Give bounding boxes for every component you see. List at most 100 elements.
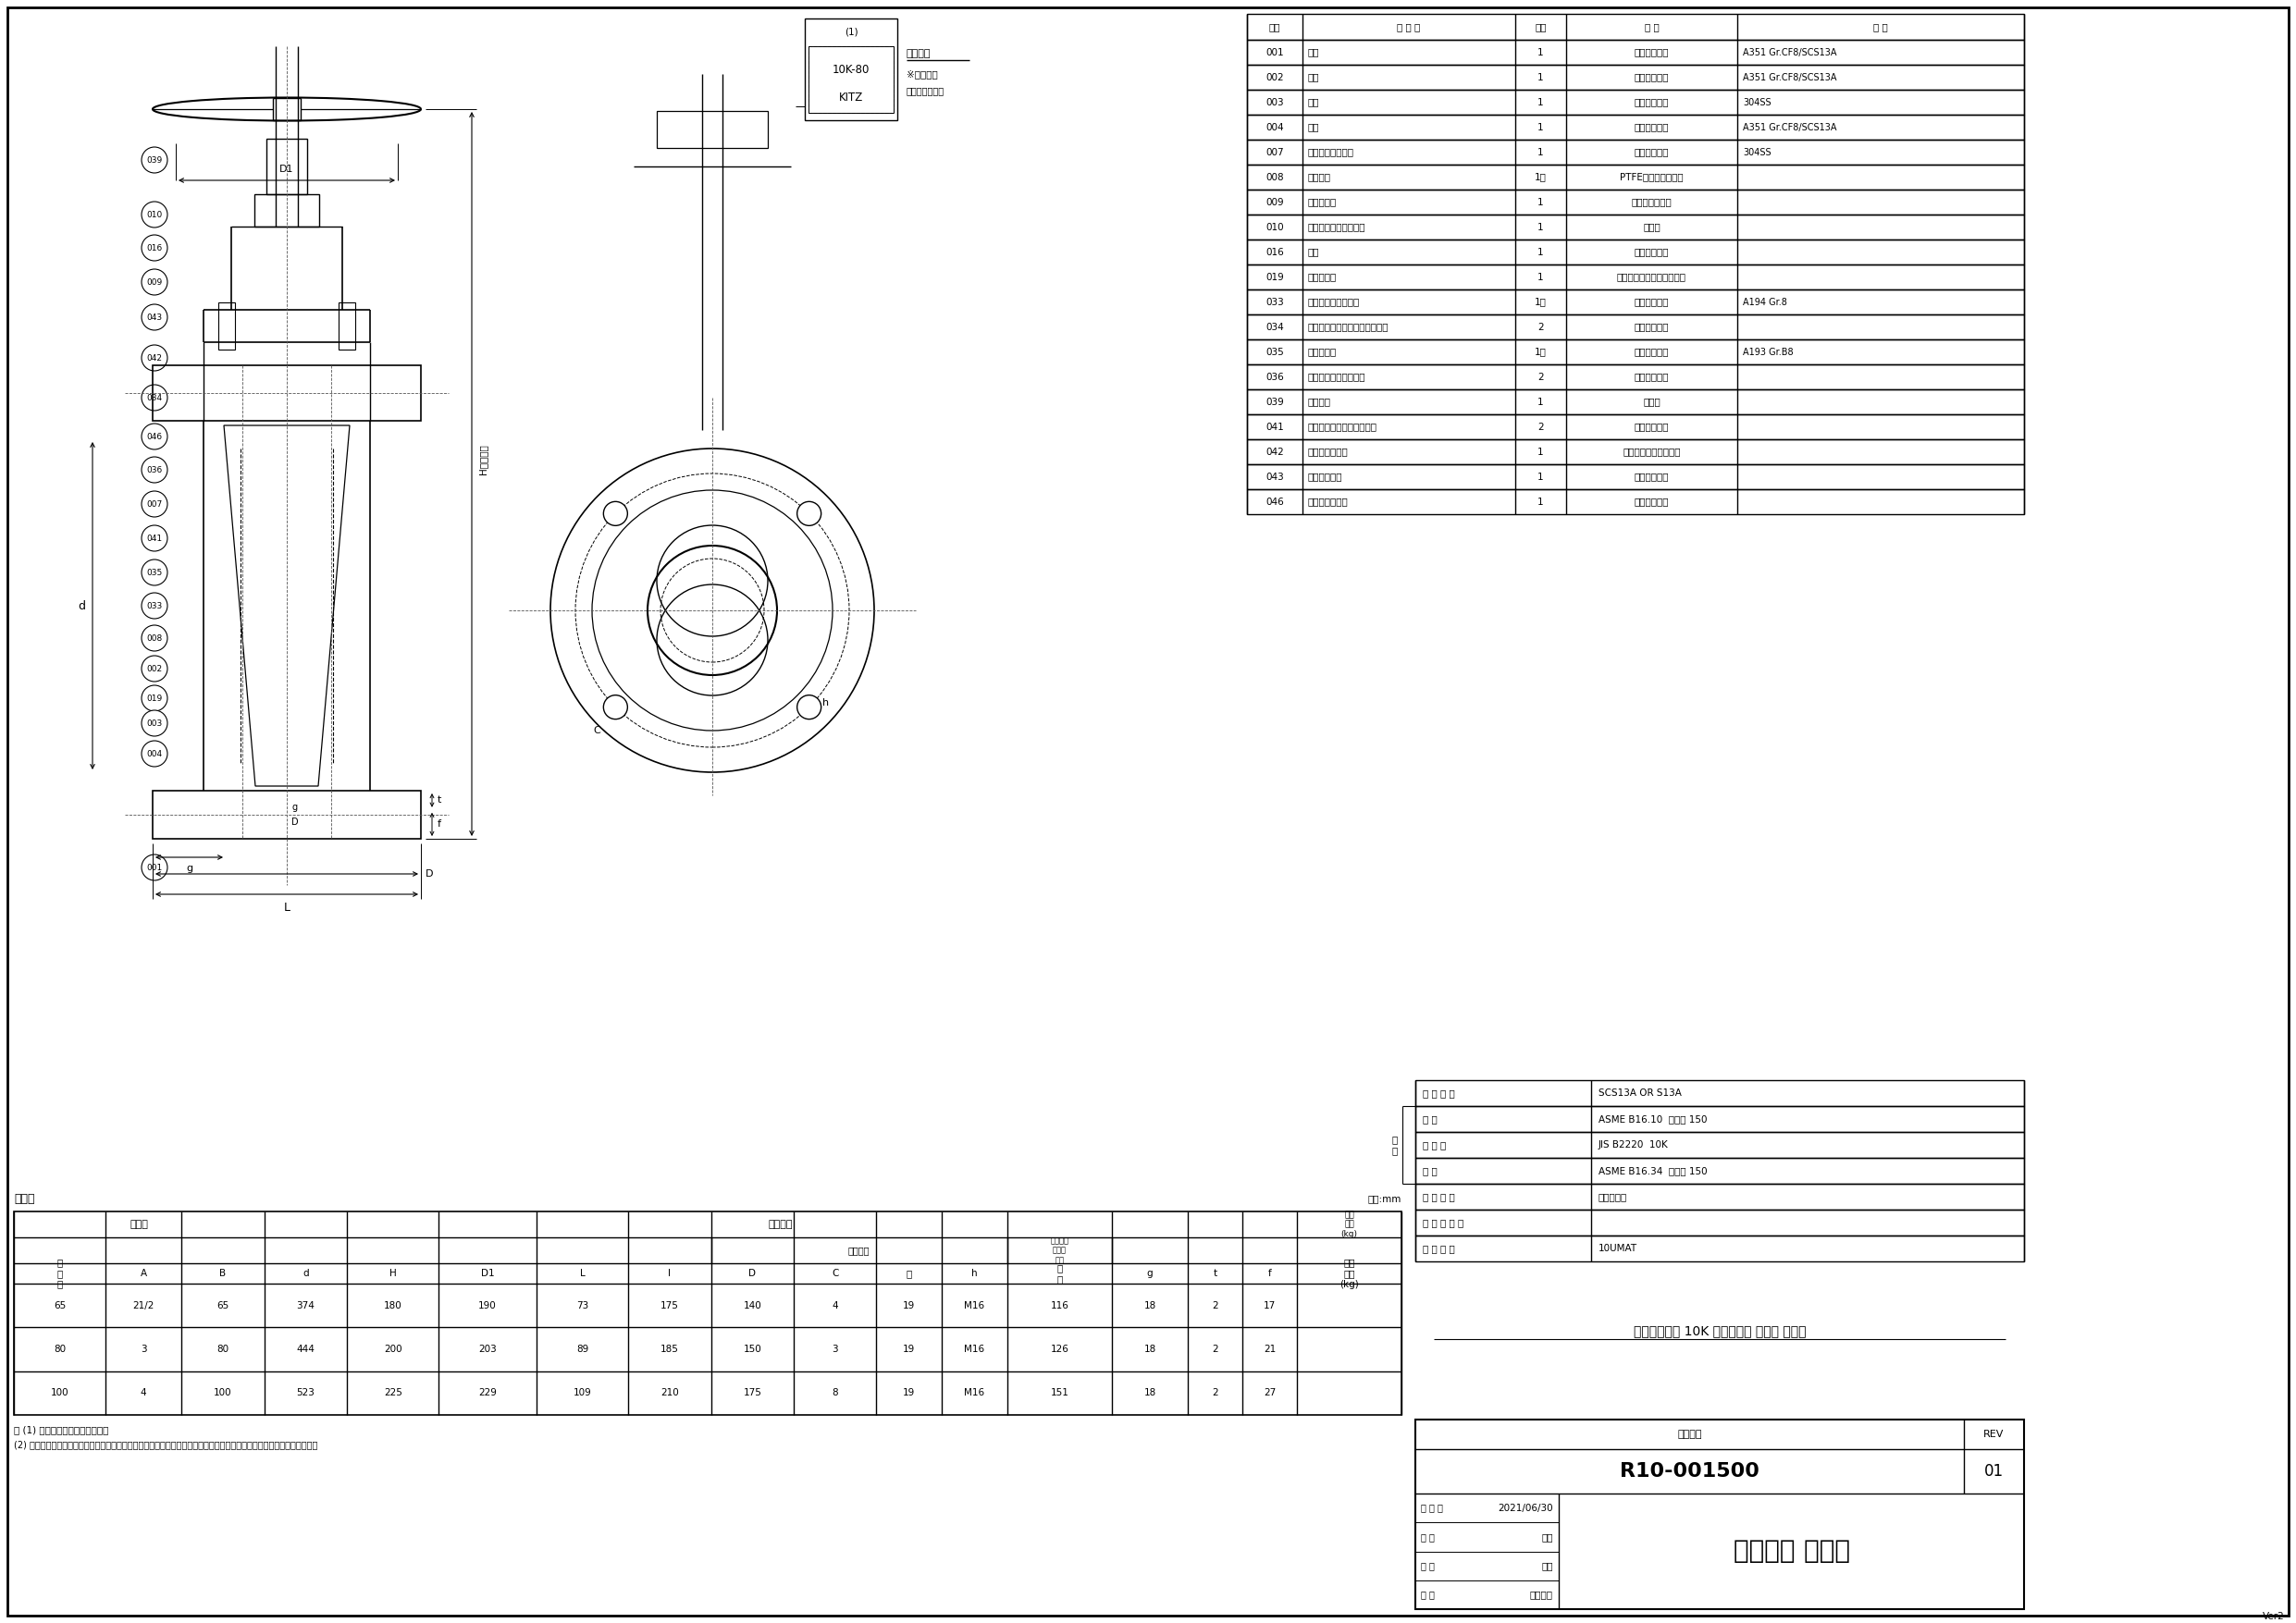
Text: 本体表示: 本体表示 <box>907 49 932 58</box>
Text: (2) 寸法表の値に影響しない形状変化、およびバルブ配管時に影響しないリブや座は、本図に表示しない場合があります。: (2) 寸法表の値に影響しない形状変化、およびバルブ配管時に影響しないリブや座は… <box>14 1440 317 1449</box>
Text: パッキン押さえボルトピン: パッキン押さえボルトピン <box>1309 422 1378 432</box>
Bar <box>1414 1105 2025 1131</box>
Text: 033: 033 <box>147 602 163 610</box>
Text: 18: 18 <box>1143 1388 1155 1397</box>
Text: 004: 004 <box>1265 122 1283 131</box>
Bar <box>1414 1420 2025 1608</box>
Text: t: t <box>1212 1269 1217 1277</box>
Text: 304SS: 304SS <box>1743 148 1770 157</box>
Bar <box>1414 1209 2025 1235</box>
Text: 016: 016 <box>1265 247 1283 256</box>
Text: 呼
び
径: 呼 び 径 <box>57 1258 62 1289</box>
Text: 概算
質量
(kg): 概算 質量 (kg) <box>1341 1211 1357 1238</box>
Bar <box>14 1211 1401 1415</box>
Text: 002: 002 <box>147 664 163 674</box>
Text: ハンドル座金: ハンドル座金 <box>1309 472 1343 482</box>
Text: 1組: 1組 <box>1534 172 1548 182</box>
Text: ステンレス鉰: ステンレス鉰 <box>1635 122 1669 131</box>
Text: 製 品 コ ー ド: 製 品 コ ー ド <box>1424 1217 1463 1227</box>
Text: 単位:mm: 単位:mm <box>1368 1195 1401 1203</box>
Text: 80: 80 <box>53 1344 67 1354</box>
Text: 046: 046 <box>147 432 163 441</box>
Text: 炭素鉰: 炭素鉰 <box>1644 398 1660 406</box>
Text: f: f <box>439 820 441 829</box>
Text: ハンドル押さえナット: ハンドル押さえナット <box>1309 222 1366 232</box>
Bar <box>1247 489 2025 514</box>
Bar <box>152 365 420 420</box>
Text: g: g <box>292 803 296 812</box>
Text: 89: 89 <box>576 1344 588 1354</box>
Text: l: l <box>668 1269 670 1277</box>
Circle shape <box>142 560 168 586</box>
Text: 190: 190 <box>478 1302 496 1310</box>
Text: 規
格: 規 格 <box>1391 1134 1398 1156</box>
Text: A: A <box>140 1269 147 1277</box>
Text: ステンレス鉰: ステンレス鉰 <box>1635 148 1669 157</box>
Text: D1: D1 <box>280 164 294 174</box>
Text: 043: 043 <box>1265 472 1283 482</box>
Text: 18: 18 <box>1143 1344 1155 1354</box>
Text: 003: 003 <box>1265 97 1283 107</box>
Text: 21: 21 <box>1263 1344 1277 1354</box>
Text: ふたボルト: ふたボルト <box>1309 347 1336 357</box>
Text: 19: 19 <box>902 1388 916 1397</box>
Text: ステイン: ステイン <box>1529 1591 1552 1599</box>
Text: Ver2: Ver2 <box>2264 1612 2285 1621</box>
Text: 2: 2 <box>1212 1344 1219 1354</box>
Text: 036: 036 <box>147 466 163 474</box>
Text: 001: 001 <box>147 863 163 872</box>
Text: 042: 042 <box>147 354 163 362</box>
Text: 1: 1 <box>1538 97 1543 107</box>
Text: 図　　番: 図 番 <box>1678 1430 1701 1440</box>
Text: 010: 010 <box>147 211 163 219</box>
Text: KITZ: KITZ <box>838 91 863 104</box>
Text: ※材料表示: ※材料表示 <box>907 70 937 78</box>
Text: 126: 126 <box>1049 1344 1068 1354</box>
Text: 1組: 1組 <box>1534 297 1548 307</box>
Bar <box>266 138 308 195</box>
Text: 3: 3 <box>140 1344 147 1354</box>
Text: ダクタイルニレジスト: ダクタイルニレジスト <box>1623 446 1681 456</box>
Text: A351 Gr.CF8/SCS13A: A351 Gr.CF8/SCS13A <box>1743 73 1837 81</box>
Text: A194 Gr.8: A194 Gr.8 <box>1743 297 1786 307</box>
Text: A351 Gr.CF8/SCS13A: A351 Gr.CF8/SCS13A <box>1743 122 1837 131</box>
Text: g: g <box>186 863 193 873</box>
Text: 部 品 名: 部 品 名 <box>1398 23 1421 31</box>
Text: H（全長）: H（全長） <box>478 443 487 474</box>
Text: ステンレス鉰: ステンレス鉰 <box>1635 47 1669 57</box>
Bar <box>1247 65 2025 89</box>
Text: 4: 4 <box>140 1388 147 1397</box>
Text: 036: 036 <box>1265 372 1283 381</box>
Text: (1): (1) <box>845 28 859 36</box>
Text: 1: 1 <box>1538 222 1543 232</box>
Bar <box>1414 1081 2025 1105</box>
Text: 004: 004 <box>147 750 163 758</box>
Text: 185: 185 <box>661 1344 680 1354</box>
Circle shape <box>142 685 168 711</box>
Text: 1: 1 <box>1538 148 1543 157</box>
Text: 中村: 中村 <box>1541 1561 1552 1571</box>
Text: 1: 1 <box>1538 198 1543 206</box>
Text: 4: 4 <box>831 1302 838 1310</box>
Text: 180: 180 <box>383 1302 402 1310</box>
Text: ダクタイル鉄鉄: ダクタイル鉄鉄 <box>1632 198 1671 206</box>
Text: 039: 039 <box>1265 398 1283 406</box>
Text: 検 図: 検 図 <box>1421 1561 1435 1571</box>
Text: 003: 003 <box>147 719 163 727</box>
Text: 彁算: 彁算 <box>1309 47 1320 57</box>
Text: 150: 150 <box>744 1344 762 1354</box>
Text: 210: 210 <box>661 1388 680 1397</box>
Circle shape <box>142 492 168 518</box>
Bar <box>1247 140 2025 164</box>
Text: A351 Gr.CF8/SCS13A: A351 Gr.CF8/SCS13A <box>1743 47 1837 57</box>
Text: 100: 100 <box>214 1388 232 1397</box>
Text: ステンレス鉰: ステンレス鉰 <box>1635 422 1669 432</box>
Text: M16: M16 <box>964 1344 985 1354</box>
Text: フランジ: フランジ <box>769 1220 792 1229</box>
Text: 1: 1 <box>1538 247 1543 256</box>
Circle shape <box>797 695 822 719</box>
Text: REV: REV <box>1984 1430 2004 1440</box>
Text: 2: 2 <box>1212 1388 1219 1397</box>
Text: 035: 035 <box>1265 347 1283 357</box>
Bar <box>1414 1235 2025 1261</box>
